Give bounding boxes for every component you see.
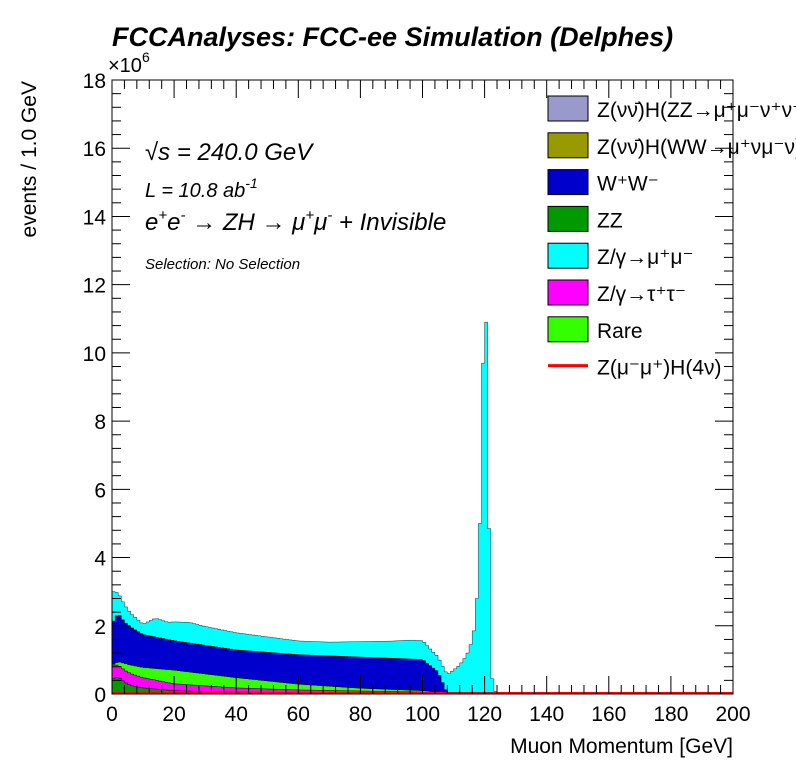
legend-swatch <box>547 279 589 306</box>
chart-title: FCCAnalyses: FCC-ee Simulation (Delphes) <box>112 22 673 52</box>
y-tick-label: 12 <box>83 275 106 298</box>
legend-label: Z(νν̄)H(ZZ→μ⁺μ⁻ν⁺ν⁻) <box>597 99 796 122</box>
legend-swatch <box>547 95 589 122</box>
y-tick-label: 6 <box>94 479 106 502</box>
y-tick-label: 2 <box>94 616 106 639</box>
legend-swatch <box>547 169 589 196</box>
x-tick-label: 120 <box>467 703 502 726</box>
legend-swatch <box>547 205 589 232</box>
x-tick-label: 160 <box>591 703 626 726</box>
x-tick-label: 20 <box>162 703 185 726</box>
luminosity-annotation: L = 10.8 ab-1 <box>145 175 258 202</box>
y-tick-label: 4 <box>94 548 106 571</box>
y-tick-label: 8 <box>94 411 106 434</box>
y-axis-label: events / 1.0 GeV <box>18 81 41 237</box>
x-tick-label: 140 <box>529 703 564 726</box>
legend: Z(νν̄)H(ZZ→μ⁺μ⁻ν⁺ν⁻) Z(νν̄)H(WW→μ⁺νμ⁻ν) W⁺… <box>547 95 796 380</box>
legend-label: Z/γ→μ⁺μ⁻ <box>597 246 694 269</box>
y-tick-label: 16 <box>83 138 106 161</box>
process-annotation: e+e- → ZH → μ+μ- + Invisible <box>145 207 446 236</box>
legend-swatch <box>547 132 589 159</box>
x-tick-label: 80 <box>349 703 372 726</box>
x-tick-label: 200 <box>715 703 750 726</box>
x-tick-label: 0 <box>106 703 118 726</box>
legend-label: ZZ <box>597 209 623 232</box>
selection-annotation: Selection: No Selection <box>145 256 300 273</box>
y-tick-label: 0 <box>94 684 106 707</box>
legend-label: W⁺W⁻ <box>597 173 659 196</box>
y-tick-label: 14 <box>83 206 107 229</box>
annotation-block: √s = 240.0 GeV L = 10.8 ab-1 e+e- → ZH →… <box>145 139 446 273</box>
x-tick-label: 40 <box>225 703 248 726</box>
legend-swatch <box>547 242 589 269</box>
legend-swatch <box>547 316 589 343</box>
x-tick-label: 100 <box>405 703 440 726</box>
y-tick-label: 18 <box>83 70 106 93</box>
legend-label: Rare <box>597 320 643 343</box>
y-axis-exponent: ×106 <box>108 49 150 77</box>
sqrt-s-annotation: √s = 240.0 GeV <box>145 139 314 166</box>
axis-ticks: 0 20 40 60 80 100 120 140 160 180 200 0 2 4 6 8 10 12 14 16… <box>83 70 751 726</box>
legend-label: Z/γ→τ⁺τ⁻ <box>597 283 686 306</box>
legend-label: Z(νν̄)H(WW→μ⁺νμ⁻ν) <box>597 136 796 159</box>
x-tick-label: 60 <box>287 703 310 726</box>
x-axis-label: Muon Momentum [GeV] <box>510 735 733 758</box>
legend-label: Z(μ⁻μ⁺)H(4ν) <box>597 357 722 380</box>
y-tick-label: 10 <box>83 343 106 366</box>
x-tick-label: 180 <box>653 703 688 726</box>
